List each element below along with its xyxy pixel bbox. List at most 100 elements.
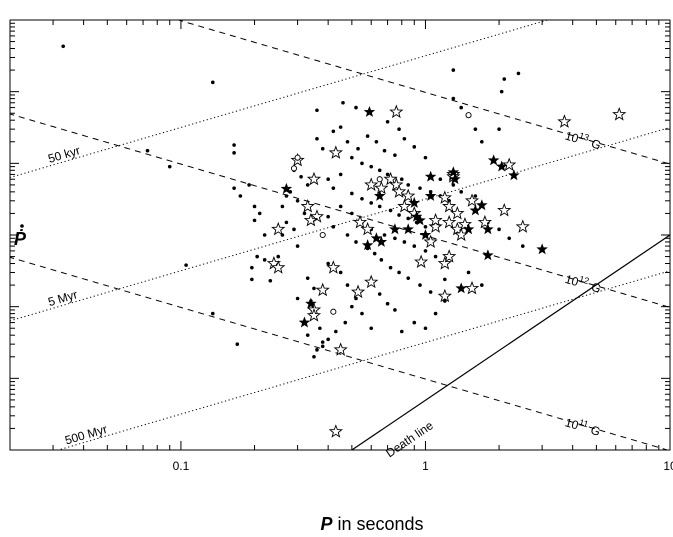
open-star-point bbox=[352, 214, 368, 229]
pulsar-point bbox=[423, 326, 428, 331]
pulsar-point bbox=[480, 139, 484, 144]
pulsar-point bbox=[345, 283, 350, 287]
filled-star-point bbox=[305, 297, 317, 309]
b-field-unit: G bbox=[589, 423, 602, 439]
open-star-point bbox=[328, 145, 343, 159]
pulsar-point bbox=[520, 244, 525, 248]
pulsar-point bbox=[302, 211, 307, 216]
x-tick-label: 1 bbox=[422, 459, 429, 473]
filled-star-point bbox=[361, 239, 374, 251]
pulsar-point bbox=[350, 155, 354, 160]
y-axis-dot-accent bbox=[20, 224, 24, 228]
pulsar-point bbox=[252, 218, 257, 223]
open-circle-point bbox=[290, 165, 298, 172]
open-star-point bbox=[271, 260, 286, 274]
pulsar-point bbox=[295, 296, 300, 301]
pulsar-point bbox=[354, 296, 358, 301]
open-star-point bbox=[333, 342, 348, 356]
pulsar-point bbox=[418, 283, 422, 287]
pulsar-point bbox=[295, 199, 300, 203]
b-field-exponent: 12 bbox=[578, 274, 590, 286]
pulsar-point bbox=[320, 340, 325, 344]
open-star-point bbox=[300, 198, 315, 213]
open-star-point bbox=[437, 256, 452, 270]
pulsar-point bbox=[312, 286, 316, 291]
pulsar-point bbox=[61, 44, 65, 49]
y-tick-label: 10−16 bbox=[0, 292, 2, 321]
pulsar-point bbox=[167, 164, 172, 169]
filled-star-point bbox=[363, 105, 376, 117]
pulsar-point bbox=[295, 244, 300, 248]
b-field-line bbox=[10, 113, 670, 308]
open-star-point bbox=[464, 280, 480, 295]
open-star-point bbox=[360, 221, 375, 236]
y-tick-label: 10−15 bbox=[0, 221, 2, 250]
pulsar-point bbox=[331, 225, 336, 229]
open-star-point bbox=[309, 209, 325, 223]
open-star-point bbox=[383, 171, 398, 186]
y-tick-label: 10−14 bbox=[0, 149, 2, 178]
pulsar-point bbox=[315, 108, 319, 113]
open-star-point bbox=[612, 107, 627, 121]
plot-frame bbox=[9, 19, 671, 451]
pulsar-point bbox=[299, 174, 303, 179]
pulsar-point bbox=[210, 80, 215, 85]
pulsar-point bbox=[350, 211, 354, 216]
filled-star-point bbox=[482, 223, 494, 235]
age-line bbox=[56, 270, 670, 450]
pulsar-point bbox=[369, 164, 374, 169]
x-tick-label: 10 bbox=[663, 459, 673, 473]
pulsar-point bbox=[238, 194, 243, 198]
filled-star-point bbox=[447, 166, 460, 178]
axis-ticks bbox=[9, 19, 671, 451]
open-star-point bbox=[306, 171, 322, 186]
pulsar-point bbox=[315, 136, 319, 141]
pulsar-point bbox=[412, 244, 417, 248]
y-tick-mantissa: 10 bbox=[0, 92, 2, 106]
open-circle-point bbox=[330, 308, 337, 315]
pulsar-point bbox=[451, 183, 456, 187]
pulsar-point bbox=[350, 304, 354, 309]
y-tick-label: 10−12 bbox=[0, 6, 2, 35]
pulsar-point bbox=[473, 194, 478, 198]
open-star-point bbox=[397, 198, 412, 213]
pulsar-point bbox=[388, 208, 393, 213]
pulsar-point bbox=[338, 172, 343, 177]
open-star-point bbox=[364, 274, 379, 289]
filled-star-point bbox=[495, 160, 508, 172]
pulsar-point bbox=[345, 139, 350, 144]
pulsar-point bbox=[360, 311, 364, 316]
pulsar-point bbox=[397, 270, 401, 275]
pulsar-point bbox=[360, 196, 364, 201]
pulsar-point bbox=[480, 283, 484, 287]
pulsar-point bbox=[433, 311, 438, 316]
filled-star-point bbox=[419, 228, 432, 240]
pulsar-point bbox=[385, 119, 390, 124]
pulsar-point bbox=[507, 236, 511, 241]
pulsar-point bbox=[497, 227, 501, 232]
pulsar-point bbox=[257, 211, 262, 216]
pulsar-point bbox=[402, 240, 407, 244]
pulsar-point bbox=[365, 134, 370, 138]
age-line bbox=[10, 20, 550, 179]
pulsar-point bbox=[499, 89, 504, 94]
age-line bbox=[10, 126, 670, 322]
open-star-point bbox=[391, 184, 407, 198]
filled-star-point bbox=[462, 223, 475, 235]
filled-star-point bbox=[414, 214, 426, 226]
pulsar-point bbox=[247, 183, 251, 187]
open-star-point bbox=[428, 219, 443, 233]
pulsar-point bbox=[516, 71, 521, 76]
pulsar-point bbox=[354, 240, 358, 244]
pulsar-point bbox=[305, 183, 310, 187]
open-star-point bbox=[442, 198, 457, 213]
filled-star-point bbox=[424, 189, 437, 201]
y-tick-label: 10−17 bbox=[0, 364, 2, 393]
pulsar-point bbox=[443, 299, 447, 303]
pulsar-point bbox=[338, 270, 343, 275]
b-field-unit: G bbox=[590, 136, 603, 152]
pulsar-point bbox=[385, 301, 390, 306]
pulsar-point bbox=[184, 263, 188, 267]
pulsar-point bbox=[443, 277, 447, 282]
